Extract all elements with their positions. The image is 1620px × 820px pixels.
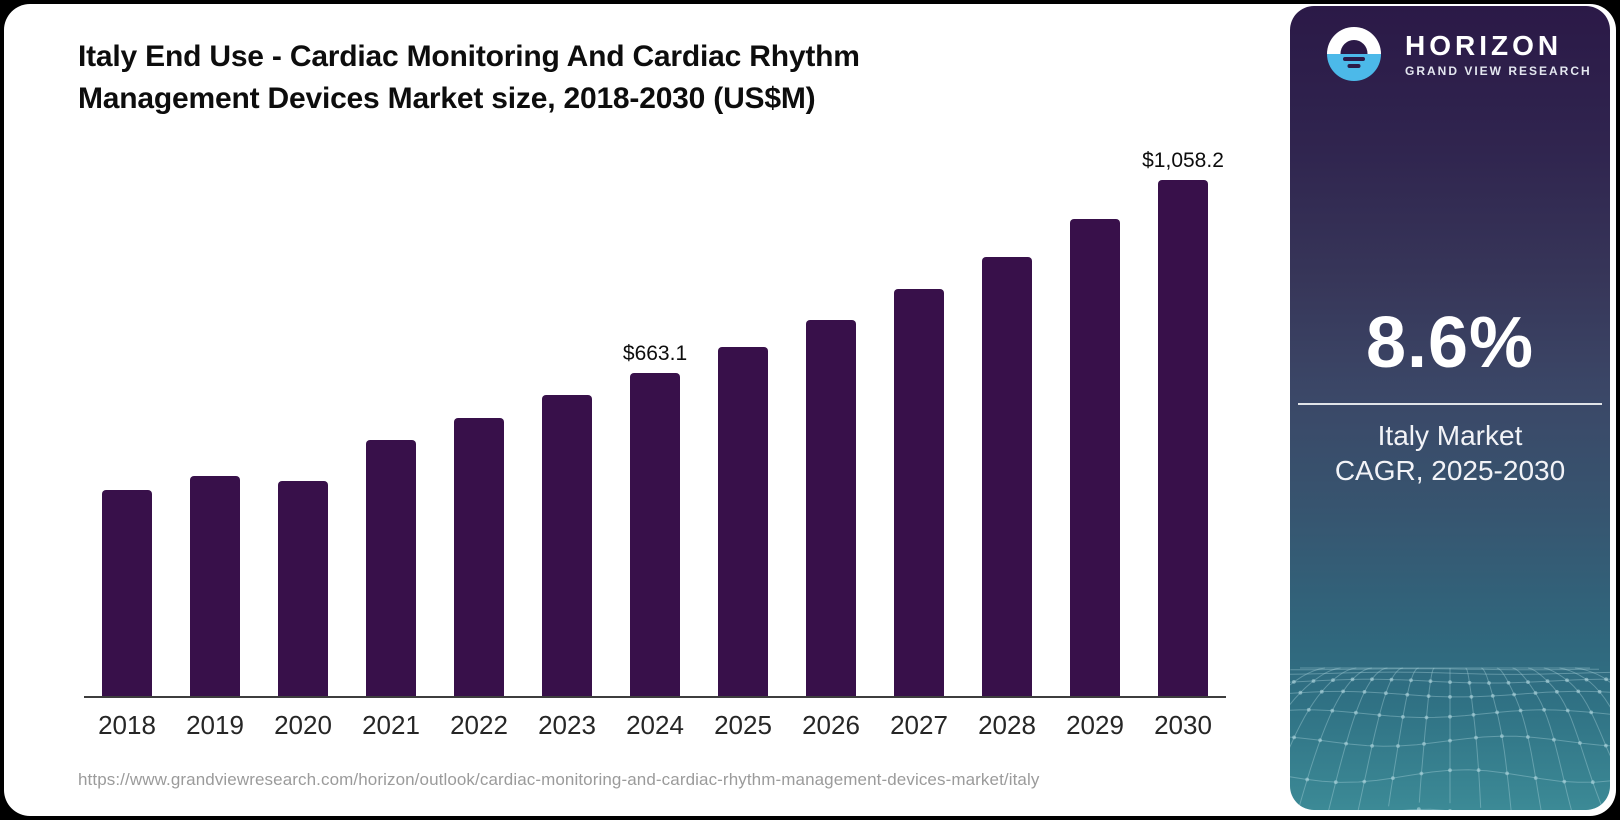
sidebar: HORIZON GRAND VIEW RESEARCH 8.6% Italy M… xyxy=(1290,6,1610,810)
sun-dome-icon xyxy=(1340,40,1368,54)
bar-2020 xyxy=(278,480,328,696)
bar-group-2018 xyxy=(102,490,152,696)
x-tick-2021: 2021 xyxy=(362,710,420,740)
bar-group-2021 xyxy=(366,439,416,696)
bar-chart-plot: $663.1 $1,058.2 xyxy=(84,149,1226,698)
bar-2021 xyxy=(366,439,416,696)
bar-group-2026 xyxy=(806,320,856,696)
chart-title-line-2: Management Devices Market size, 2018-203… xyxy=(78,82,816,115)
cagr-block: 8.6% Italy Market CAGR, 2025-2030 xyxy=(1290,300,1610,488)
bar-2029 xyxy=(1070,218,1120,696)
horizon-logo-icon xyxy=(1327,27,1381,81)
bar-2024 xyxy=(630,372,680,696)
bar-2025 xyxy=(718,347,768,696)
chart-title-line-1: Italy End Use - Cardiac Monitoring And C… xyxy=(78,40,860,73)
bar-2028 xyxy=(982,256,1032,696)
brand-name: HORIZON xyxy=(1405,29,1563,61)
bar-2027 xyxy=(894,288,944,696)
bar-2026 xyxy=(806,320,856,696)
x-tick-2026: 2026 xyxy=(802,710,860,740)
source-url: https://www.grandviewresearch.com/horizo… xyxy=(78,770,1040,789)
x-tick-2023: 2023 xyxy=(538,710,596,740)
brand-subtitle: GRAND VIEW RESEARCH xyxy=(1405,63,1592,78)
cagr-label: Italy Market CAGR, 2025-2030 xyxy=(1290,418,1610,488)
x-tick-2018: 2018 xyxy=(98,710,156,740)
bar-value-label-2024: $663.1 xyxy=(622,341,688,365)
cagr-value: 8.6% xyxy=(1365,303,1535,383)
x-tick-2024: 2024 xyxy=(626,710,684,740)
x-tick-2020: 2020 xyxy=(274,710,332,740)
x-tick-2025: 2025 xyxy=(714,710,772,740)
x-tick-2022: 2022 xyxy=(450,710,508,740)
bar-group-2020 xyxy=(278,480,328,696)
cagr-divider xyxy=(1298,403,1602,405)
logo-text: HORIZON GRAND VIEW RESEARCH xyxy=(1405,29,1592,78)
bar-group-2027 xyxy=(894,288,944,696)
report-card: Italy End Use - Cardiac Monitoring And C… xyxy=(4,4,1616,816)
bar-2018 xyxy=(102,490,152,696)
ripple-icon xyxy=(1347,64,1361,69)
bar-group-2024: $663.1 xyxy=(623,342,687,696)
bar-group-2025 xyxy=(718,347,768,696)
page-title: Italy End Use - Cardiac Monitoring And C… xyxy=(78,36,1088,120)
bar-group-2019 xyxy=(190,475,240,696)
cagr-label-line-2: CAGR, 2025-2030 xyxy=(1334,455,1566,486)
x-tick-2030: 2030 xyxy=(1154,710,1212,740)
bar-group-2022 xyxy=(454,418,504,696)
mesh-graphic xyxy=(1290,667,1610,810)
bar-value-label-2030: $1,058.2 xyxy=(1142,149,1224,172)
x-tick-2028: 2028 xyxy=(978,710,1036,740)
x-tick-2029: 2029 xyxy=(1066,710,1124,740)
bar-2023 xyxy=(542,395,592,696)
x-tick-2019: 2019 xyxy=(186,710,244,740)
ripple-icon xyxy=(1343,57,1365,62)
chart-section: Italy End Use - Cardiac Monitoring And C… xyxy=(4,4,1259,816)
horizon-logo: HORIZON GRAND VIEW RESEARCH xyxy=(1327,27,1592,81)
bar-group-2030: $1,058.2 xyxy=(1142,149,1224,696)
bar-group-2028 xyxy=(982,256,1032,696)
bar-group-2023 xyxy=(542,395,592,696)
bar-group-2029 xyxy=(1070,218,1120,696)
bar-2030 xyxy=(1158,180,1208,696)
x-axis-labels: 2018 2019 2020 2021 2022 2023 2024 2025 2026 2027… xyxy=(84,710,1226,741)
cagr-label-line-1: Italy Market xyxy=(1377,420,1523,451)
bar-2019 xyxy=(190,475,240,696)
x-tick-2027: 2027 xyxy=(890,710,948,740)
bar-2022 xyxy=(454,418,504,696)
